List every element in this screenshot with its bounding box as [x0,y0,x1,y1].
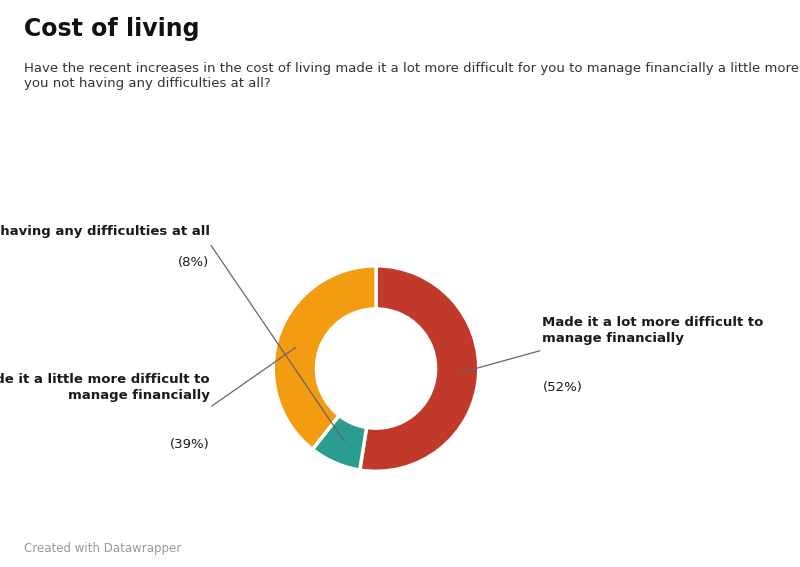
Text: Have the recent increases in the cost of living made it a lot more difficult for: Have the recent increases in the cost of… [24,62,800,90]
Wedge shape [274,266,376,449]
Text: (39%): (39%) [170,438,210,451]
Text: Not having any difficulties at all: Not having any difficulties at all [0,225,210,238]
Text: Created with Datawrapper: Created with Datawrapper [24,541,182,555]
Wedge shape [313,416,366,470]
Text: Made it a little more difficult to
manage financially: Made it a little more difficult to manag… [0,374,210,403]
Wedge shape [360,266,478,471]
Text: Cost of living: Cost of living [24,17,199,41]
Text: (8%): (8%) [178,256,210,269]
Text: (52%): (52%) [542,381,582,394]
Text: Made it a lot more difficult to
manage financially: Made it a lot more difficult to manage f… [542,316,764,345]
